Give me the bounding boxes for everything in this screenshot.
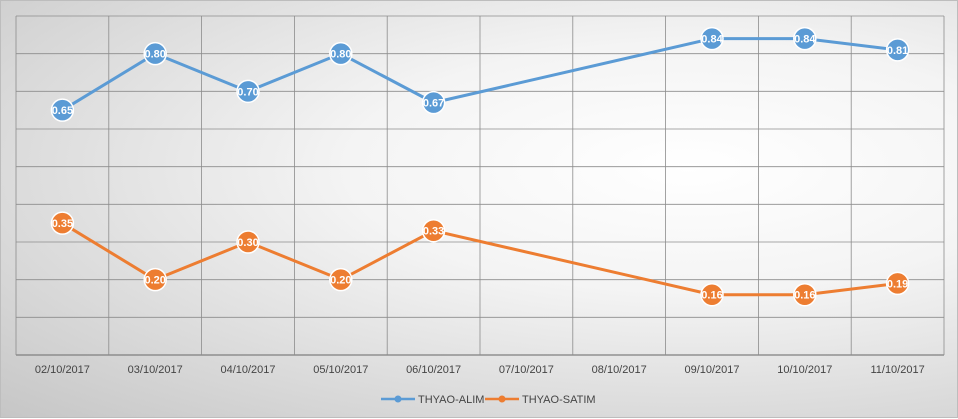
data-label: 0.81 — [887, 45, 908, 57]
data-label: 0.35 — [52, 218, 73, 230]
data-label: 0.84 — [701, 34, 723, 46]
legend-marker-1 — [394, 395, 402, 403]
x-tick-label: 10/10/2017 — [777, 364, 832, 376]
legend-label-2: THYAO-SATIM — [522, 394, 596, 406]
data-point — [700, 26, 724, 51]
legend-marker-2 — [498, 395, 506, 403]
x-tick-label: 11/10/2017 — [870, 364, 924, 376]
data-label: 0.16 — [701, 290, 722, 302]
data-point — [793, 26, 817, 51]
data-label: 0.80 — [330, 49, 351, 61]
data-point — [700, 282, 724, 307]
data-point — [329, 267, 353, 292]
series-line-1 — [61, 37, 898, 112]
data-label: 0.70 — [237, 86, 258, 98]
data-point — [885, 38, 910, 62]
x-tick-label: 07/10/2017 — [499, 364, 554, 376]
legend-label-1: THYAO-ALIM — [418, 394, 484, 406]
data-point — [421, 90, 446, 115]
data-point — [885, 271, 910, 296]
data-label: 0.33 — [423, 226, 444, 238]
x-tick-label: 09/10/2017 — [684, 364, 739, 376]
data-label: 0.20 — [144, 275, 165, 287]
data-point — [329, 41, 353, 66]
x-tick-label: 03/10/2017 — [128, 364, 183, 376]
data-label: 0.67 — [423, 98, 444, 110]
data-point — [236, 79, 260, 104]
data-label: 0.19 — [887, 278, 908, 290]
data-point — [50, 211, 75, 235]
data-label: 0.20 — [330, 275, 351, 287]
x-tick-label: 08/10/2017 — [592, 364, 647, 376]
data-label: 0.84 — [794, 34, 816, 46]
data-label: 0.80 — [144, 49, 165, 61]
series-line-2 — [61, 221, 898, 297]
data-label: 0.65 — [52, 105, 73, 117]
data-point — [793, 282, 817, 307]
data-point — [236, 230, 260, 254]
data-point — [421, 218, 446, 243]
x-tick-label: 02/10/2017 — [35, 364, 90, 376]
data-label: 0.16 — [794, 290, 815, 302]
data-label: 0.30 — [237, 237, 258, 249]
data-point — [143, 41, 167, 66]
x-tick-label: 04/10/2017 — [220, 364, 275, 376]
x-tick-label: 05/10/2017 — [313, 364, 368, 376]
x-tick-label: 06/10/2017 — [406, 364, 461, 376]
data-point — [50, 98, 75, 122]
data-point — [143, 267, 167, 292]
